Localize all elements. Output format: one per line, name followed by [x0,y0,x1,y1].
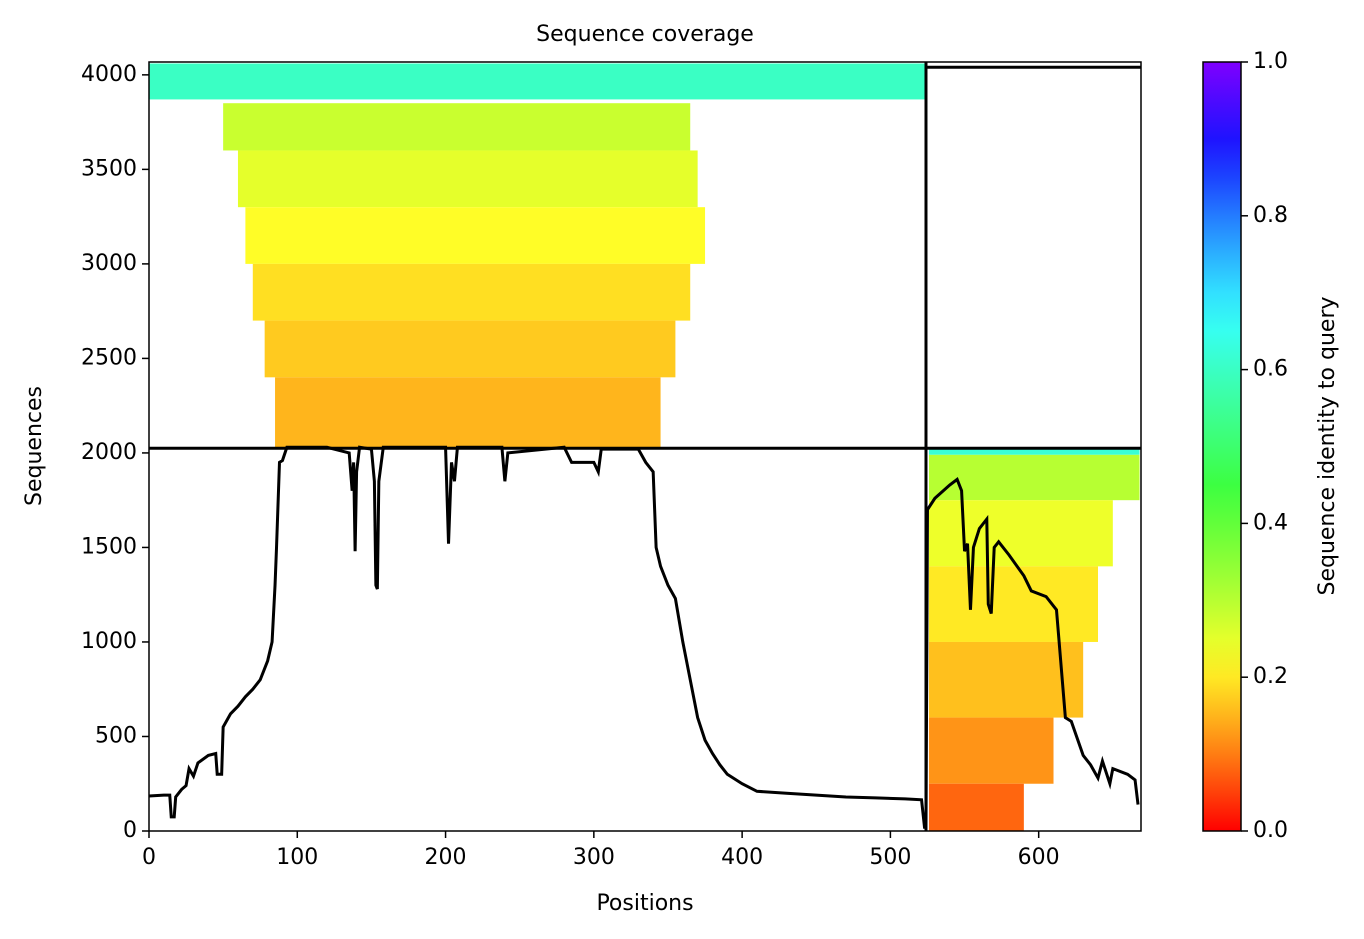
x-tick-label: 300 [573,845,615,870]
y-tick-label: 1000 [81,629,137,654]
coverage-band [149,63,926,100]
coverage-band [252,263,691,321]
coverage-line [148,445,1140,829]
coverage-band [928,717,1054,784]
coverage-band [245,207,706,264]
coverage-band [223,103,691,151]
colorbar-tick-label: 1.0 [1253,49,1288,74]
x-tick-label: 0 [142,845,156,870]
x-tick-label: 400 [721,845,763,870]
y-tick-label: 0 [123,818,137,843]
coverage-band [928,566,1098,642]
coverage-band [928,454,1140,501]
y-tick-label: 500 [95,723,137,748]
x-tick-label: 600 [1018,845,1060,870]
y-tick-label: 3000 [81,251,137,276]
x-tick-label: 500 [869,845,911,870]
y-tick-label: 3500 [81,156,137,181]
chart-title: Sequence coverage [536,22,754,47]
colorbar-tick-label: 0.0 [1253,818,1288,843]
plot-frame [148,61,1142,832]
y-tick-label: 4000 [81,62,137,87]
coverage-band [928,500,1113,567]
colorbar-label: Sequence identity to query [1315,296,1340,595]
coverage-band [237,150,698,208]
coverage-band [264,320,676,378]
colorbar-tick-label: 0.2 [1253,664,1288,689]
colorbar-tick-label: 0.4 [1253,510,1288,535]
x-tick-label: 100 [276,845,318,870]
coverage-band [275,377,661,449]
y-tick-label: 2500 [81,345,137,370]
coverage-band [928,783,1024,831]
x-tick-label: 200 [425,845,467,870]
y-tick-label: 2000 [81,440,137,465]
x-axis-label: Positions [596,891,693,916]
y-axis-label: Sequences [22,386,47,506]
colorbar [1202,61,1242,832]
coverage-band [928,641,1084,718]
coverage-band [928,448,1140,455]
y-tick-label: 1500 [81,534,137,559]
colorbar-tick-label: 0.6 [1253,357,1288,382]
colorbar-tick-label: 0.8 [1253,203,1288,228]
